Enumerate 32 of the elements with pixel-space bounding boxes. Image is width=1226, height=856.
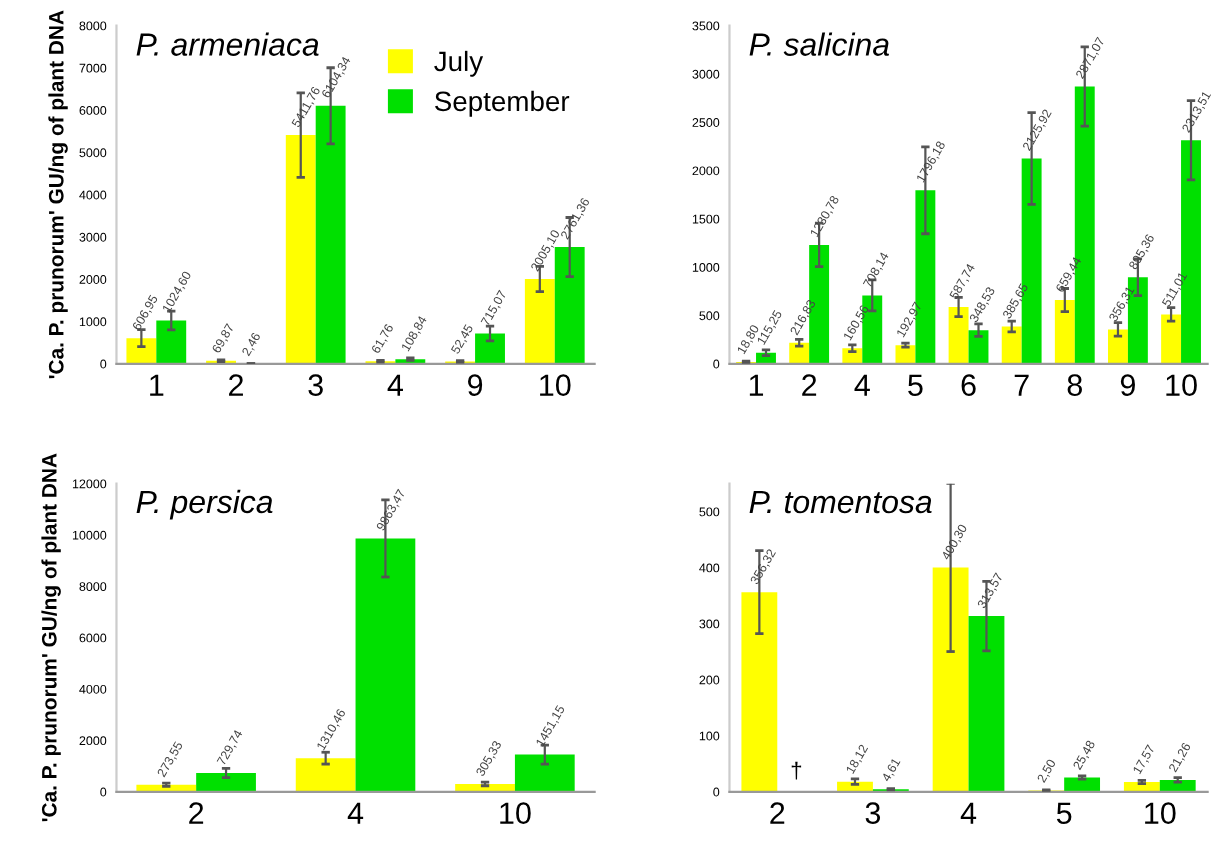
x-tick-label: 1 (150, 374, 164, 396)
y-axis-title: 'Ca. P. prunorum' GU/ng of plant DNA (48, 10, 68, 379)
x-tick-label: 10 (540, 374, 571, 396)
x-tick-label: 2 (770, 802, 785, 824)
x-tick-label: 3 (865, 802, 881, 824)
x-tick-label: 8 (1067, 374, 1082, 396)
x-tick-label: 4 (347, 802, 364, 824)
x-tick-label: 7 (1014, 374, 1029, 396)
chart-title: P. salicina (749, 32, 889, 56)
legend-label: July (434, 50, 484, 77)
x-tick-label: 3 (308, 374, 323, 396)
x-tick-label: 4 (854, 374, 870, 396)
x-tick-label: 4 (960, 802, 977, 824)
x-tick-label: 9 (1120, 374, 1135, 396)
x-tick-label: 10 (1166, 374, 1197, 396)
x-tick-label: 2 (229, 374, 243, 396)
chart-title: P. armeniaca (136, 32, 319, 56)
x-tick-label: 9 (468, 374, 483, 396)
y-axis-title: 'Ca. P. prunorum' GU/ng of plant DNA (41, 453, 61, 822)
x-tick-label: 10 (1145, 802, 1176, 824)
x-tick-label: 5 (1056, 802, 1072, 824)
x-tick-label: 2 (802, 374, 817, 396)
annotation: † (791, 761, 802, 780)
x-tick-label: 10 (500, 802, 531, 824)
x-tick-label: 2 (189, 802, 204, 824)
chart-title: P. tomentosa (749, 490, 932, 514)
x-tick-label: 5 (908, 374, 923, 396)
x-tick-label: 4 (387, 374, 403, 396)
x-tick-label: 1 (749, 374, 764, 396)
chart-title: P. persica (136, 489, 273, 520)
x-tick-label: 6 (961, 374, 976, 396)
legend-label: September (435, 90, 570, 117)
